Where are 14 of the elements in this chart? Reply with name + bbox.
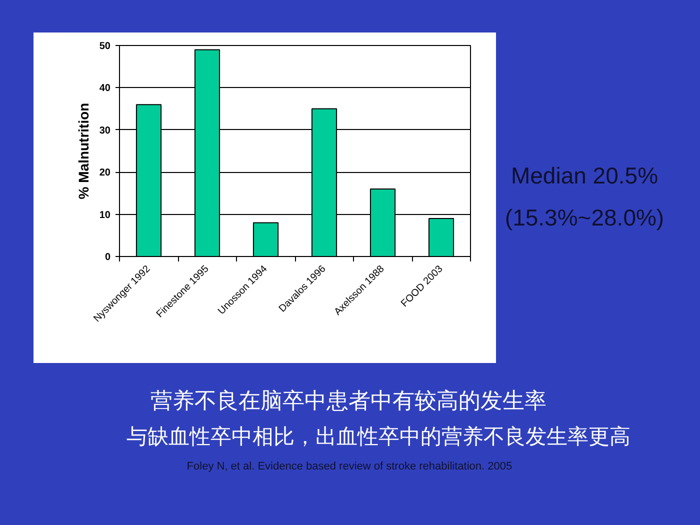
y-tick-label: 20 <box>99 168 111 179</box>
text: Median 20.5% <box>510 162 658 188</box>
y-tick-label: 40 <box>99 83 111 94</box>
y-tick-label: 50 <box>99 41 111 52</box>
y-tick-label: 10 <box>99 210 111 221</box>
text: 与缺血性卒中相比，出血性卒中的营养不良发生率更高 <box>126 424 630 448</box>
bar <box>428 218 454 256</box>
y-axis-title: % Malnutrition <box>75 102 92 200</box>
text: (15.3%~28.0%) <box>504 204 664 230</box>
y-tick-label: 0 <box>104 252 111 263</box>
text: Foley N, et al. Evidence based review of stroke rehabilitation. 2005 <box>186 460 512 472</box>
bar <box>252 222 279 256</box>
y-tick-label: 30 <box>99 125 111 136</box>
text: 营养不良在脑卒中患者中有较高的发生率 <box>150 389 546 414</box>
